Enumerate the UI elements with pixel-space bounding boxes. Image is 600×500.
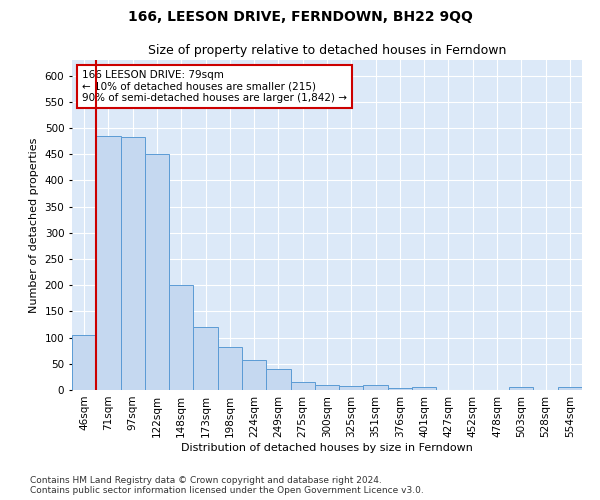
Bar	[96, 136, 121, 390]
Bar	[315, 385, 339, 390]
Bar	[121, 137, 145, 390]
Bar	[72, 335, 96, 390]
Bar	[145, 154, 169, 390]
Bar	[558, 388, 582, 390]
Bar	[169, 285, 193, 390]
X-axis label: Distribution of detached houses by size in Ferndown: Distribution of detached houses by size …	[181, 442, 473, 452]
Bar	[339, 386, 364, 390]
Bar	[266, 369, 290, 390]
Bar	[509, 388, 533, 390]
Bar	[193, 327, 218, 390]
Text: 166 LEESON DRIVE: 79sqm
← 10% of detached houses are smaller (215)
90% of semi-d: 166 LEESON DRIVE: 79sqm ← 10% of detache…	[82, 70, 347, 103]
Text: 166, LEESON DRIVE, FERNDOWN, BH22 9QQ: 166, LEESON DRIVE, FERNDOWN, BH22 9QQ	[128, 10, 472, 24]
Bar	[218, 347, 242, 390]
Text: Contains HM Land Registry data © Crown copyright and database right 2024.
Contai: Contains HM Land Registry data © Crown c…	[30, 476, 424, 495]
Bar	[412, 388, 436, 390]
Bar	[388, 388, 412, 390]
Bar	[242, 360, 266, 390]
Y-axis label: Number of detached properties: Number of detached properties	[29, 138, 39, 312]
Bar	[364, 385, 388, 390]
Title: Size of property relative to detached houses in Ferndown: Size of property relative to detached ho…	[148, 44, 506, 58]
Bar	[290, 382, 315, 390]
